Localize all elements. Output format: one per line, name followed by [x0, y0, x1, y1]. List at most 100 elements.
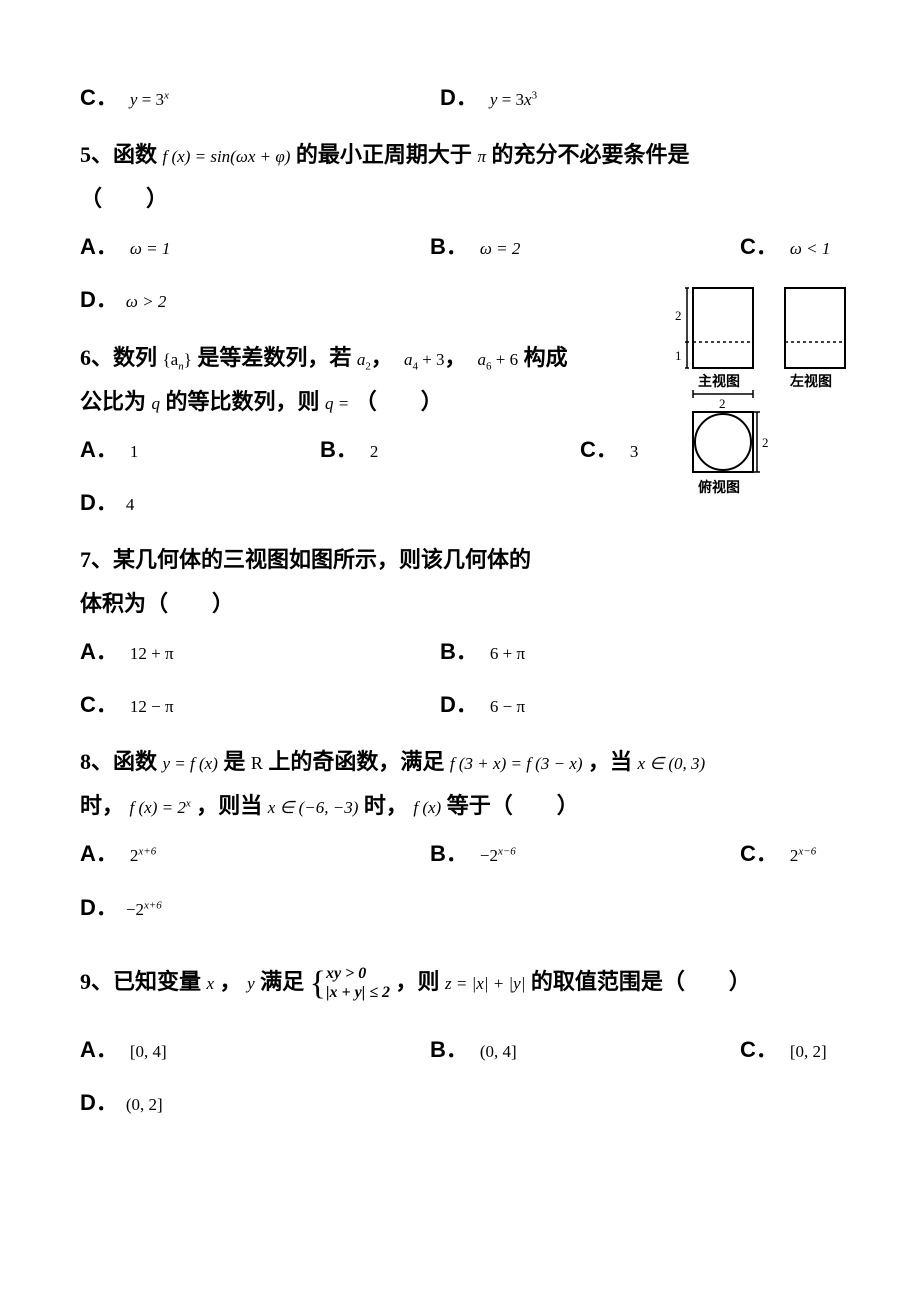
math-expr: 3: [630, 442, 639, 461]
q9-option-b: B． (0, 4]: [430, 1032, 740, 1067]
text: 的取值范围是（ ）: [531, 969, 751, 994]
math-expr: 1: [130, 442, 139, 461]
opt-label: A．: [80, 437, 118, 462]
math-expr: 4: [126, 491, 135, 518]
three-view-diagram: 2 1 主视图 左视图 2 2 俯视图: [665, 282, 865, 502]
math-expr: −2x+6: [126, 896, 162, 923]
side-view-label: 左视图: [789, 373, 832, 390]
opt-label: A．: [80, 841, 118, 866]
q6-option-b: B． 2: [320, 432, 580, 467]
front-view-label: 主视图: [698, 373, 740, 390]
dim-label: 2: [719, 396, 726, 411]
math-expr: 2: [370, 442, 379, 461]
diagram-svg: 2 1 主视图 左视图 2 2 俯视图: [665, 282, 865, 502]
text: ，: [220, 969, 242, 994]
text: 时，: [364, 793, 408, 818]
math-expr: [0, 2]: [790, 1042, 827, 1061]
text: 上的奇函数，满足: [268, 749, 444, 774]
q5-option-c: C． ω < 1: [740, 229, 850, 264]
q6-option-a: A． 1: [80, 432, 320, 467]
math-expr: y = 3x3: [490, 90, 537, 109]
math-expr: z = |x| + |y|: [445, 974, 525, 993]
math-expr: ω > 2: [126, 288, 166, 315]
text: 公比为: [80, 389, 146, 414]
opt-label: B．: [430, 841, 468, 866]
text: ，: [371, 345, 393, 370]
system: xy > 0 |x + y| ≤ 2: [326, 964, 390, 1002]
text: ，则当: [196, 793, 262, 818]
text: 构成: [524, 345, 568, 370]
math-expr: 12 − π: [130, 697, 174, 716]
text: ，则: [396, 969, 440, 994]
text: ，: [445, 345, 467, 370]
math-expr: q: [152, 394, 161, 413]
opt-label: C．: [80, 85, 118, 110]
opt-label: C．: [580, 437, 618, 462]
math-expr: ω = 2: [480, 239, 520, 258]
q9-stem: 9、已知变量 x ， y 满足 { xy > 0 |x + y| ≤ 2 ，则 …: [80, 943, 850, 1025]
math-expr: 6 − π: [490, 697, 525, 716]
q5-options-abc: A． ω = 1 B． ω = 2 C． ω < 1: [80, 229, 850, 264]
opt-label: D．: [440, 692, 478, 717]
text: 8、函数: [80, 749, 157, 774]
math-expr: 12 + π: [130, 644, 174, 663]
math-expr: ω < 1: [790, 239, 830, 258]
q9-options-abc: A． [0, 4] B． (0, 4] C． [0, 2]: [80, 1032, 850, 1067]
text: 满足: [260, 969, 304, 994]
q7-option-d: D． 6 − π: [440, 687, 850, 722]
math-expr: (0, 2]: [126, 1091, 163, 1118]
opt-label: B．: [440, 639, 478, 664]
dim-label: 2: [675, 308, 682, 323]
math-expr: |x + y| ≤ 2: [326, 983, 390, 1002]
q8-option-b: B． −2x−6: [430, 836, 740, 871]
text: 7、某几何体的三视图如图所示，则该几何体的: [80, 547, 531, 572]
q8-option-a: A． 2x+6: [80, 836, 430, 871]
math-expr: y = f (x): [163, 754, 218, 773]
math-expr: 6 + π: [490, 644, 525, 663]
math-expr: f (x) = sin(ωx + φ): [163, 147, 291, 166]
math-expr: x: [207, 974, 215, 993]
paren: （ ）: [355, 389, 443, 414]
math-expr: x ∈ (−6, −3): [268, 798, 359, 817]
opt-label: A．: [80, 639, 118, 664]
q7-options-cd: C． 12 − π D． 6 − π: [80, 687, 850, 722]
math-expr: π: [477, 147, 486, 166]
q9-option-d: D． (0, 2]: [80, 1085, 850, 1120]
math-expr: (0, 4]: [480, 1042, 517, 1061]
opt-label: C．: [740, 841, 778, 866]
text: 等于（ ）: [447, 793, 579, 818]
q9-option-c: C． [0, 2]: [740, 1032, 850, 1067]
text: 5、函数: [80, 142, 157, 167]
q4-option-d: D． y = 3x3: [440, 80, 850, 115]
text: 的充分不必要条件是: [491, 142, 689, 167]
q7-stem: 7、某几何体的三视图如图所示，则该几何体的 体积为（ ）: [80, 538, 850, 626]
opt-label: D．: [80, 890, 118, 925]
opt-label: A．: [80, 1037, 118, 1062]
math-expr: y = 3x: [130, 90, 169, 109]
text: ，当: [588, 749, 632, 774]
q7-option-a: A． 12 + π: [80, 634, 440, 669]
opt-label: D．: [80, 282, 118, 317]
math-expr: f (x): [413, 798, 441, 817]
math-expr: 2x+6: [130, 846, 156, 865]
opt-label: C．: [80, 692, 118, 717]
math-expr: a6 + 6: [478, 350, 519, 369]
math-expr: q =: [325, 394, 349, 413]
math-expr: xy > 0: [326, 964, 390, 983]
math-expr: −2x−6: [480, 846, 516, 865]
text: 的等比数列，则: [166, 389, 320, 414]
math-expr: [0, 4]: [130, 1042, 167, 1061]
math-expr: a4 + 3: [404, 350, 445, 369]
opt-label: B．: [430, 234, 468, 259]
opt-label: A．: [80, 234, 118, 259]
top-view-label: 俯视图: [698, 479, 740, 496]
math-expr: f (3 + x) = f (3 − x): [450, 754, 583, 773]
math-expr: ω = 1: [130, 239, 170, 258]
math-expr: R: [251, 753, 263, 773]
q7-option-c: C． 12 − π: [80, 687, 440, 722]
q5-option-a: A． ω = 1: [80, 229, 430, 264]
q7-option-b: B． 6 + π: [440, 634, 850, 669]
q6-option-c: C． 3: [580, 432, 640, 467]
text: 6、数列: [80, 345, 157, 370]
paren: （ ）: [80, 186, 168, 211]
